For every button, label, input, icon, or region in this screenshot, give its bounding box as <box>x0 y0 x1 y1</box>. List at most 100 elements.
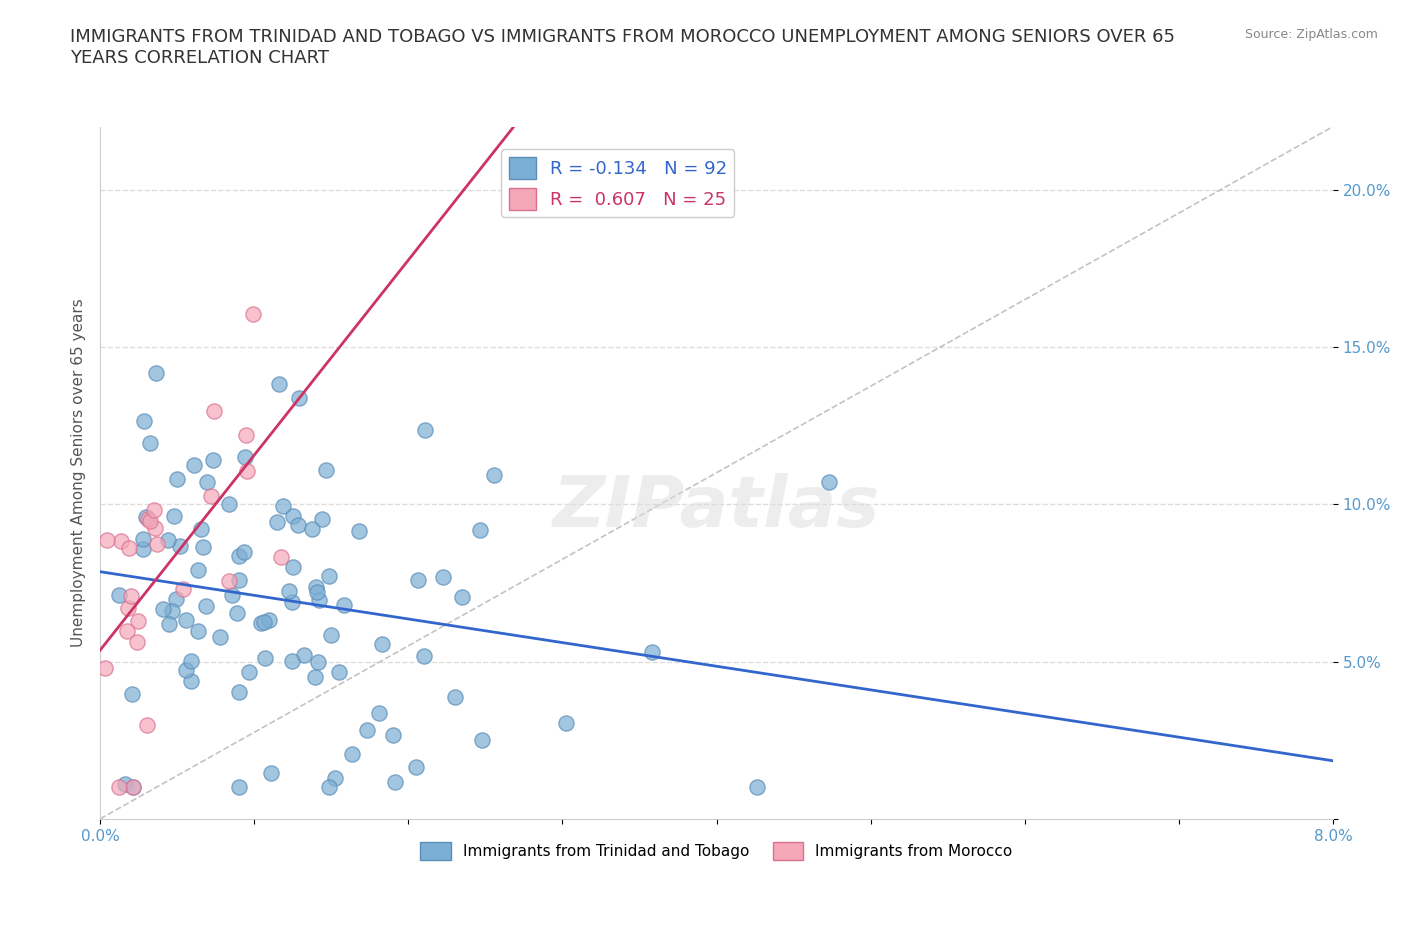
Immigrants from Trinidad and Tobago <box>406 572 429 587</box>
Immigrants from Trinidad and Tobago <box>165 591 187 606</box>
Immigrants from Trinidad and Tobago <box>281 594 304 609</box>
Immigrants from Morocco <box>135 717 157 732</box>
Immigrants from Trinidad and Tobago <box>278 583 301 598</box>
Immigrants from Trinidad and Tobago <box>267 377 290 392</box>
Immigrants from Trinidad and Tobago <box>470 523 492 538</box>
Immigrants from Trinidad and Tobago <box>152 602 174 617</box>
Immigrants from Trinidad and Tobago <box>745 780 768 795</box>
Immigrants from Trinidad and Tobago <box>228 780 250 795</box>
Immigrants from Morocco <box>127 614 149 629</box>
Immigrants from Trinidad and Tobago <box>108 588 131 603</box>
Immigrants from Trinidad and Tobago <box>228 684 250 699</box>
Immigrants from Trinidad and Tobago <box>333 598 356 613</box>
Immigrants from Trinidad and Tobago <box>238 664 260 679</box>
Immigrants from Trinidad and Tobago <box>121 686 143 701</box>
Immigrants from Trinidad and Tobago <box>304 670 326 684</box>
Immigrants from Trinidad and Tobago <box>201 453 224 468</box>
Immigrants from Morocco <box>96 533 118 548</box>
Immigrants from Trinidad and Tobago <box>283 509 305 524</box>
Immigrants from Trinidad and Tobago <box>347 524 370 538</box>
Immigrants from Trinidad and Tobago <box>226 605 249 620</box>
Immigrants from Morocco <box>125 635 148 650</box>
Immigrants from Morocco <box>235 428 257 443</box>
Immigrants from Trinidad and Tobago <box>315 462 337 477</box>
Immigrants from Trinidad and Tobago <box>180 674 202 689</box>
Immigrants from Trinidad and Tobago <box>413 422 436 437</box>
Immigrants from Trinidad and Tobago <box>287 517 309 532</box>
Immigrants from Trinidad and Tobago <box>145 365 167 380</box>
Legend: Immigrants from Trinidad and Tobago, Immigrants from Morocco: Immigrants from Trinidad and Tobago, Imm… <box>415 836 1019 867</box>
Immigrants from Trinidad and Tobago <box>187 624 209 639</box>
Immigrants from Trinidad and Tobago <box>174 663 197 678</box>
Immigrants from Trinidad and Tobago <box>249 616 271 631</box>
Immigrants from Morocco <box>94 661 117 676</box>
Immigrants from Trinidad and Tobago <box>121 780 143 795</box>
Text: IMMIGRANTS FROM TRINIDAD AND TOBAGO VS IMMIGRANTS FROM MOROCCO UNEMPLOYMENT AMON: IMMIGRANTS FROM TRINIDAD AND TOBAGO VS I… <box>70 28 1175 67</box>
Immigrants from Trinidad and Tobago <box>318 568 340 583</box>
Immigrants from Trinidad and Tobago <box>163 508 186 523</box>
Immigrants from Morocco <box>143 503 166 518</box>
Text: ZIPatlas: ZIPatlas <box>553 472 880 542</box>
Immigrants from Trinidad and Tobago <box>319 628 342 643</box>
Immigrants from Trinidad and Tobago <box>134 414 156 429</box>
Immigrants from Trinidad and Tobago <box>114 777 136 791</box>
Immigrants from Trinidad and Tobago <box>444 690 467 705</box>
Immigrants from Trinidad and Tobago <box>228 573 250 588</box>
Immigrants from Morocco <box>118 540 141 555</box>
Immigrants from Morocco <box>108 780 131 795</box>
Immigrants from Morocco <box>200 488 222 503</box>
Immigrants from Trinidad and Tobago <box>157 532 180 547</box>
Immigrants from Morocco <box>120 588 142 603</box>
Immigrants from Trinidad and Tobago <box>190 522 212 537</box>
Immigrants from Trinidad and Tobago <box>381 727 404 742</box>
Immigrants from Morocco <box>139 513 162 528</box>
Immigrants from Trinidad and Tobago <box>132 542 155 557</box>
Immigrants from Trinidad and Tobago <box>221 587 243 602</box>
Immigrants from Trinidad and Tobago <box>292 648 315 663</box>
Immigrants from Trinidad and Tobago <box>233 449 256 464</box>
Immigrants from Morocco <box>143 520 166 535</box>
Immigrants from Trinidad and Tobago <box>367 705 389 720</box>
Immigrants from Trinidad and Tobago <box>271 499 294 514</box>
Immigrants from Trinidad and Tobago <box>356 723 378 737</box>
Immigrants from Trinidad and Tobago <box>166 472 188 486</box>
Immigrants from Trinidad and Tobago <box>187 563 209 578</box>
Immigrants from Trinidad and Tobago <box>191 539 214 554</box>
Immigrants from Trinidad and Tobago <box>482 468 505 483</box>
Immigrants from Trinidad and Tobago <box>160 604 183 618</box>
Immigrants from Morocco <box>242 307 264 322</box>
Immigrants from Trinidad and Tobago <box>641 644 664 659</box>
Immigrants from Trinidad and Tobago <box>195 475 218 490</box>
Immigrants from Trinidad and Tobago <box>305 585 328 600</box>
Immigrants from Trinidad and Tobago <box>232 545 254 560</box>
Immigrants from Trinidad and Tobago <box>180 654 202 669</box>
Text: Source: ZipAtlas.com: Source: ZipAtlas.com <box>1244 28 1378 41</box>
Immigrants from Trinidad and Tobago <box>288 391 311 405</box>
Immigrants from Trinidad and Tobago <box>384 775 406 790</box>
Immigrants from Trinidad and Tobago <box>209 629 232 644</box>
Immigrants from Trinidad and Tobago <box>157 617 180 631</box>
Immigrants from Trinidad and Tobago <box>283 560 305 575</box>
Immigrants from Trinidad and Tobago <box>260 766 283 781</box>
Immigrants from Trinidad and Tobago <box>328 664 350 679</box>
Immigrants from Morocco <box>117 601 139 616</box>
Immigrants from Trinidad and Tobago <box>183 458 205 472</box>
Immigrants from Trinidad and Tobago <box>228 549 250 564</box>
Immigrants from Trinidad and Tobago <box>253 615 276 630</box>
Immigrants from Morocco <box>172 581 194 596</box>
Immigrants from Trinidad and Tobago <box>259 613 281 628</box>
Immigrants from Trinidad and Tobago <box>301 522 323 537</box>
Immigrants from Trinidad and Tobago <box>308 592 330 607</box>
Immigrants from Trinidad and Tobago <box>340 746 363 761</box>
Immigrants from Morocco <box>146 536 169 551</box>
Immigrants from Trinidad and Tobago <box>432 569 454 584</box>
Immigrants from Morocco <box>270 550 292 565</box>
Immigrants from Trinidad and Tobago <box>413 648 436 663</box>
Immigrants from Trinidad and Tobago <box>311 512 333 526</box>
Immigrants from Trinidad and Tobago <box>471 733 494 748</box>
Immigrants from Trinidad and Tobago <box>253 651 276 666</box>
Y-axis label: Unemployment Among Seniors over 65 years: Unemployment Among Seniors over 65 years <box>72 299 86 647</box>
Immigrants from Trinidad and Tobago <box>555 715 578 730</box>
Immigrants from Trinidad and Tobago <box>307 655 329 670</box>
Immigrants from Trinidad and Tobago <box>174 612 197 627</box>
